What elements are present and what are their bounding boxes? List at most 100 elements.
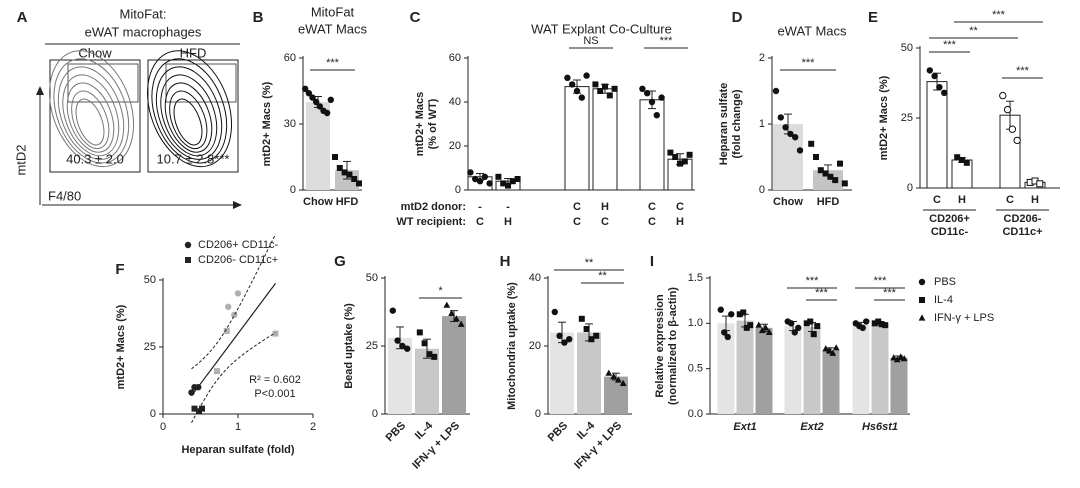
x-tick-label: 2 — [310, 421, 316, 433]
data-point — [795, 324, 802, 332]
significance-label: NS — [583, 35, 598, 47]
data-point — [569, 81, 576, 88]
x-tick-label: Hs6st1 — [862, 421, 898, 433]
legend-label: PBS — [934, 276, 956, 288]
data-point — [231, 311, 238, 319]
significance-label: *** — [815, 287, 829, 299]
data-point — [667, 149, 674, 156]
contour — [164, 82, 213, 153]
bar — [550, 332, 574, 414]
data-point — [747, 322, 754, 329]
row-label: H — [601, 201, 609, 213]
data-point — [758, 326, 766, 334]
data-point — [813, 154, 819, 160]
data-point — [672, 154, 679, 160]
sample-label: Chow — [78, 45, 112, 60]
y-tick-label: 60 — [284, 52, 296, 64]
x-tick-label: H — [1031, 194, 1039, 206]
row-label: C — [676, 201, 684, 213]
data-point — [514, 176, 521, 182]
y-tick-label: 50 — [901, 42, 913, 54]
bar — [442, 316, 466, 414]
data-point — [743, 324, 750, 331]
panel-title: eWAT macrophages — [85, 24, 202, 39]
gate-label: 40.3 ± 2.0 — [66, 151, 124, 166]
y-tick-label: 20 — [529, 340, 541, 352]
data-point — [871, 320, 878, 327]
arrow-head — [233, 201, 242, 209]
data-point — [448, 309, 455, 316]
data-point — [457, 320, 465, 327]
contour — [62, 74, 120, 157]
x-tick-label: 0 — [160, 421, 166, 433]
y-tick-label: 0 — [455, 184, 461, 196]
bar — [736, 320, 754, 414]
data-point — [817, 167, 824, 174]
legend-label: CD206+ CD11c- — [198, 239, 279, 251]
y-axis-label: mtD2+ Macs (%) — [115, 304, 127, 389]
data-point — [615, 376, 622, 383]
data-point — [762, 324, 770, 331]
panel-letter: H — [500, 253, 511, 270]
panel-letter: D — [732, 9, 743, 26]
contour — [173, 98, 203, 146]
data-point — [822, 170, 829, 177]
y-tick-label: 1.0 — [688, 317, 703, 329]
confidence-band — [191, 233, 276, 370]
contour — [66, 82, 115, 153]
x-tick-label: HFD — [817, 196, 840, 208]
data-point — [941, 89, 948, 97]
data-point — [421, 340, 428, 347]
contour — [169, 90, 208, 150]
data-point — [185, 257, 191, 263]
x-axis-label: Heparan sulfate (fold) — [181, 444, 294, 456]
stat-annotation: R² = 0.602 — [249, 374, 301, 386]
row-label: - — [506, 201, 510, 213]
significance-label: *** — [806, 275, 820, 287]
data-point — [926, 67, 933, 74]
data-point — [341, 169, 348, 176]
data-point — [1013, 136, 1021, 145]
contour — [71, 90, 110, 150]
panel-letter: B — [253, 9, 264, 26]
data-point — [316, 103, 324, 110]
data-point — [551, 308, 558, 316]
data-point — [597, 88, 604, 94]
data-point — [782, 124, 789, 131]
data-point — [890, 354, 898, 361]
y-tick-label: 0 — [535, 408, 541, 420]
legend-label: IL-4 — [934, 294, 953, 306]
plot-frame — [49, 59, 141, 173]
significance-label: ** — [585, 257, 594, 269]
panel-title: WAT Explant Co-Culture — [531, 21, 672, 36]
y-axis-label: Bead uptake (%) — [343, 303, 355, 389]
data-point — [807, 318, 814, 325]
data-point — [399, 342, 406, 350]
data-point — [583, 72, 590, 79]
row-label: C — [573, 201, 581, 213]
data-point — [863, 318, 870, 325]
y-axis-label: mtD2+ Macs (%) — [878, 75, 890, 160]
data-point — [327, 96, 334, 104]
panel-letter: F — [115, 261, 124, 278]
data-point — [561, 339, 568, 346]
y-tick-label: 50 — [144, 274, 156, 286]
y-axis-label: mtD2+ Macs (%) — [261, 81, 273, 166]
data-point — [792, 134, 799, 141]
data-point — [1003, 105, 1012, 114]
data-point — [225, 303, 232, 310]
plot-frame — [147, 59, 239, 173]
data-point — [808, 140, 815, 147]
contour — [75, 98, 105, 146]
data-point — [814, 323, 821, 330]
bar — [926, 81, 948, 189]
data-point — [606, 92, 613, 99]
panel-title: eWAT Macs — [777, 23, 847, 38]
data-point — [416, 329, 423, 336]
data-point — [578, 315, 585, 322]
bar — [639, 99, 665, 191]
data-point — [302, 85, 309, 93]
y-tick-label: 20 — [449, 140, 461, 152]
data-point — [837, 160, 843, 167]
